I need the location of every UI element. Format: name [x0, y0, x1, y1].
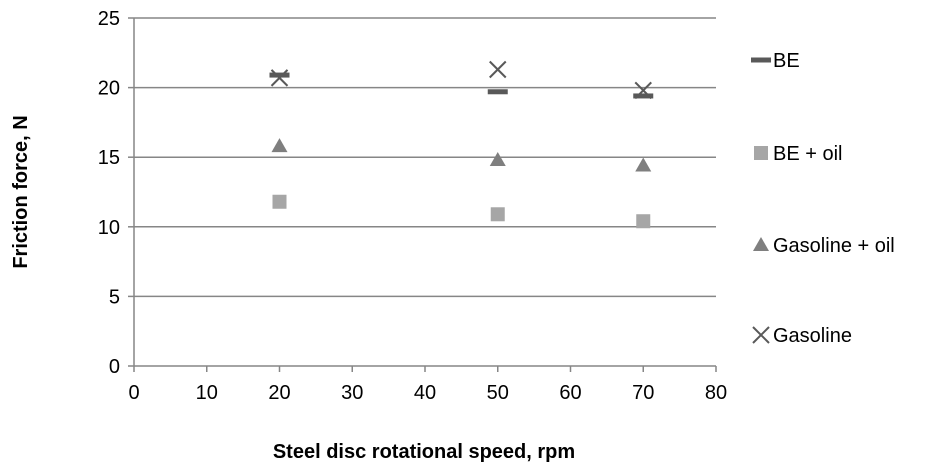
data-point-triangle: [635, 157, 652, 172]
data-point-square: [272, 194, 287, 209]
legend-marker-dash: [751, 57, 771, 63]
data-point-x: [489, 60, 507, 79]
x-tick-label: 70: [632, 382, 654, 404]
x-tick-labels: 0 10 20 30 40 50 60 70 80: [128, 382, 727, 404]
legend-label: BE: [773, 50, 800, 72]
data-point-dash: [633, 93, 654, 99]
legend-marker-triangle: [753, 237, 769, 251]
x-tick-label: 50: [487, 382, 509, 404]
x-tick-label: 10: [196, 382, 218, 404]
legend-marker-x: [752, 326, 770, 344]
legend: BE BE + oil Gasoline + oil Gasoline: [751, 50, 895, 347]
x-tick-label: 20: [268, 382, 290, 404]
data-point-dash: [487, 89, 508, 95]
data-point-triangle: [489, 151, 506, 166]
x-tick-label: 60: [559, 382, 581, 404]
legend-item: Gasoline: [752, 325, 852, 347]
x-tick-label: 80: [705, 382, 727, 404]
y-tick-label: 25: [98, 8, 120, 30]
data-point-triangle: [271, 138, 288, 153]
data-point-square: [636, 214, 651, 229]
legend-label: Gasoline + oil: [773, 235, 895, 257]
data-point-x: [270, 69, 289, 87]
x-tick-label: 0: [128, 382, 139, 404]
data-point-x: [634, 81, 652, 100]
legend-item: BE + oil: [754, 143, 842, 165]
y-tick-label: 10: [98, 217, 120, 239]
y-axis-title: Friction force, N: [10, 115, 32, 268]
x-axis-title: Steel disc rotational speed, rpm: [273, 441, 575, 463]
y-tick-label: 15: [98, 147, 120, 169]
y-tick-label: 0: [109, 356, 120, 378]
x-tick-label: 40: [414, 382, 436, 404]
legend-item: Gasoline + oil: [753, 235, 895, 257]
axes: [128, 17, 717, 372]
x-tick-label: 30: [341, 382, 363, 404]
legend-label: BE + oil: [773, 143, 842, 165]
data-point-square: [490, 207, 505, 222]
legend-item: BE: [751, 50, 800, 72]
data-point-dash: [269, 72, 290, 78]
data-points: [269, 60, 654, 229]
legend-marker-square: [754, 146, 768, 160]
y-tick-label: 20: [98, 78, 120, 100]
y-tick-labels: 0 5 10 15 20 25: [98, 8, 120, 378]
legend-label: Gasoline: [773, 325, 852, 347]
gridlines: [134, 17, 716, 298]
y-tick-label: 5: [109, 286, 120, 308]
